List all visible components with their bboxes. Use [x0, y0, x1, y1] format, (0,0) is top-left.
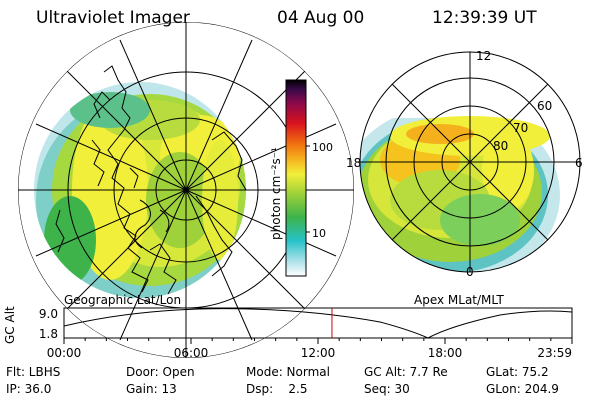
status-gain: Gain: 13 [126, 382, 177, 396]
geo-grid [18, 22, 354, 358]
timeline-ticks [63, 338, 573, 344]
timeline-xtick-1200: 12:00 [301, 346, 336, 360]
colorbar-scale [285, 79, 307, 277]
status-filter: Flt: LBHS [6, 365, 61, 379]
status-gc-alt: GC Alt: 7.7 Re [364, 365, 448, 379]
status-seq: Seq: 30 [364, 382, 410, 396]
mlt-label-6: 6 [575, 156, 583, 170]
mlt-label-18: 18 [346, 156, 361, 170]
status-glat: GLat: 75.2 [486, 365, 549, 379]
timeline-axis-label: GC Alt [3, 306, 17, 344]
mag-grid [359, 51, 581, 273]
timeline-xtick-2359: 23:59 [537, 346, 572, 360]
lat-label-60: 60 [537, 99, 552, 113]
observation-time: 12:39:39 UT [432, 8, 537, 28]
status-dsp: Dsp: 2.5 [246, 382, 308, 396]
status-door: Door: Open [126, 365, 195, 379]
timeline-xtick-1800: 18:00 [428, 346, 463, 360]
timeline-xtick-0000: 00:00 [47, 346, 82, 360]
status-ip: IP: 36.0 [6, 382, 52, 396]
timeline-ytick-low: 1.8 [39, 327, 58, 341]
lat-label-80: 80 [493, 139, 508, 153]
status-mode: Mode: Normal [246, 365, 330, 379]
instrument-title: Ultraviolet Imager [36, 8, 190, 28]
coastlines [55, 65, 247, 295]
right-panel-caption: Apex MLat/MLT [414, 293, 504, 307]
colorbar-tick-10: 10 [312, 227, 326, 240]
timeline-frame [63, 307, 573, 339]
status-glon: GLon: 204.9 [486, 382, 559, 396]
altitude-curve [63, 308, 573, 339]
colorbar-tick-100: 100 [312, 141, 333, 154]
lat-label-70: 70 [513, 121, 528, 135]
mlt-label-0: 0 [466, 265, 474, 279]
timeline-ytick-high: 9.0 [39, 307, 58, 321]
colorbar-label: photon cm⁻²s⁻¹ [269, 147, 283, 240]
observation-date: 04 Aug 00 [277, 8, 365, 28]
mlt-label-12: 12 [476, 49, 491, 63]
left-panel-caption: Geographic Lat/Lon [64, 293, 181, 307]
timeline-xtick-0600: 06:00 [174, 346, 209, 360]
